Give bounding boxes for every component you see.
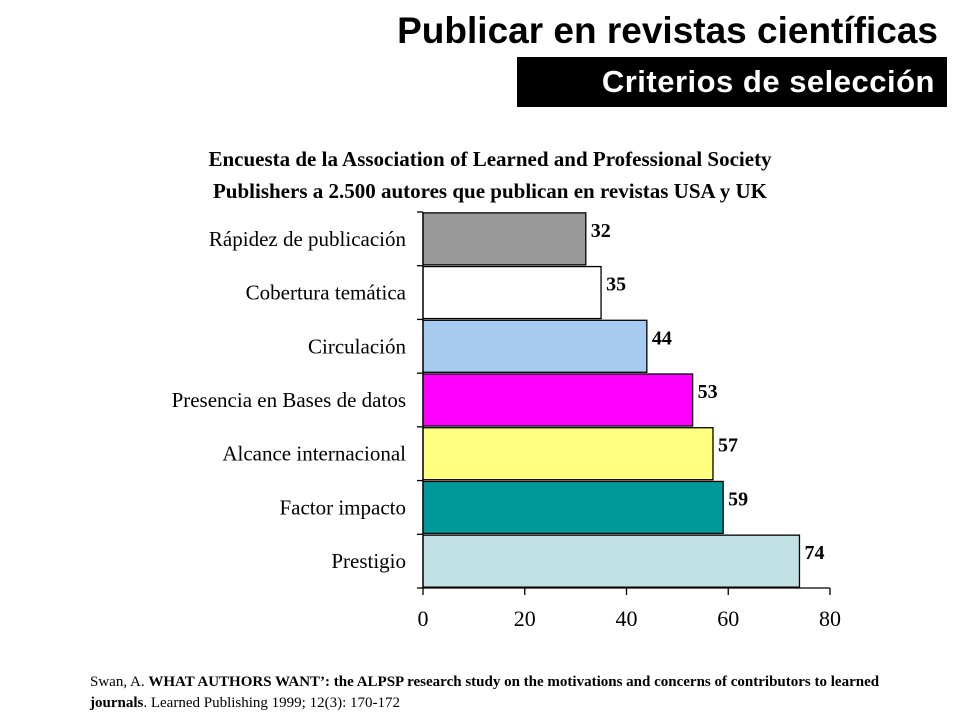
category-label: Circulación [308,334,406,358]
data-label: 59 [728,488,748,510]
citation-source: . Learned Publishing 1999; 12(3): 170-17… [143,695,400,711]
category-label: Factor impacto [279,495,406,519]
category-label: Alcance internacional [222,442,406,466]
citation: Swan, A. WHAT AUTHORS WANT’: the ALPSP r… [90,672,930,714]
x-tick-label: 20 [514,606,536,631]
category-label: Presencia en Bases de datos [172,388,406,412]
bar [422,212,587,266]
x-tick-label: 40 [616,606,638,631]
category-label: Prestigio [331,549,406,573]
bar [422,427,714,481]
bar-chart: Rápidez de publicación 32 Cobertura temáti… [172,211,841,631]
citation-author: Swan, A. [90,674,149,690]
chart-title: Encuesta de la Association of Learned an… [0,143,960,207]
data-label: 57 [718,435,738,457]
data-label: 44 [652,327,672,349]
data-label: 32 [591,220,611,242]
data-label: 53 [698,381,718,403]
bar [422,373,694,427]
slide-title: Publicar en revistas científicas [397,10,938,51]
bar [422,480,724,535]
category-label: Cobertura temática [246,281,407,305]
slide-subtitle: Criterios de selección [517,57,947,107]
x-tick-label: 60 [717,606,739,631]
citation-title: WHAT AUTHORS WANT’: the ALPSP research s… [90,674,880,711]
x-tick-label: 0 [418,606,429,631]
category-label: Rápidez de publicación [209,227,407,251]
bar [422,265,602,320]
bar [422,534,801,588]
data-label: 74 [804,542,824,564]
chart-title-line-2: Publishers a 2.500 autores que publican … [212,179,768,203]
bar [422,319,648,373]
data-label: 35 [606,274,626,296]
chart-title-line-1: Encuesta de la Association of Learned an… [208,147,772,171]
x-tick-label: 80 [819,606,841,631]
